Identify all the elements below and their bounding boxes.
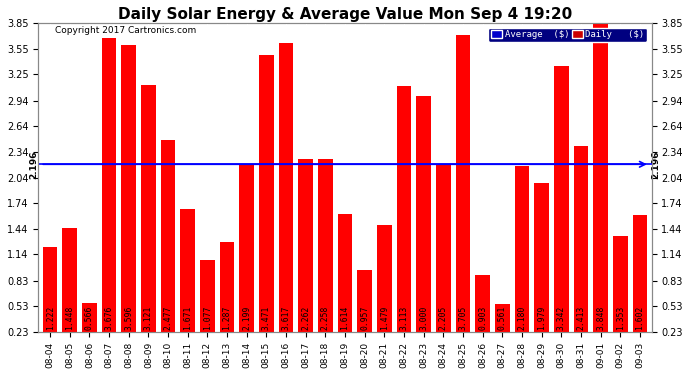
Bar xyxy=(161,140,175,332)
Bar xyxy=(200,260,215,332)
Bar xyxy=(397,86,411,332)
Bar xyxy=(62,228,77,332)
Bar xyxy=(377,225,392,332)
Text: 3.617: 3.617 xyxy=(282,306,290,330)
Text: 3.342: 3.342 xyxy=(557,306,566,330)
Bar xyxy=(436,164,451,332)
Text: Copyright 2017 Cartronics.com: Copyright 2017 Cartronics.com xyxy=(55,26,197,35)
Bar xyxy=(337,214,353,332)
Text: 1.479: 1.479 xyxy=(380,306,389,330)
Text: 2.413: 2.413 xyxy=(576,306,585,330)
Bar xyxy=(298,159,313,332)
Text: 1.222: 1.222 xyxy=(46,306,55,330)
Bar xyxy=(455,36,471,332)
Text: 1.671: 1.671 xyxy=(184,306,193,330)
Bar xyxy=(613,236,628,332)
Text: 2.180: 2.180 xyxy=(518,306,526,330)
Text: 3.471: 3.471 xyxy=(262,306,271,330)
Text: 1.448: 1.448 xyxy=(66,306,75,330)
Text: 3.000: 3.000 xyxy=(419,306,428,330)
Text: 1.353: 1.353 xyxy=(615,306,624,330)
Text: 3.113: 3.113 xyxy=(400,306,408,330)
Text: 0.903: 0.903 xyxy=(478,306,487,330)
Bar xyxy=(633,215,647,332)
Text: 2.477: 2.477 xyxy=(164,306,172,330)
Bar xyxy=(475,274,490,332)
Text: 1.602: 1.602 xyxy=(635,306,644,330)
Text: 2.205: 2.205 xyxy=(439,306,448,330)
Text: 0.561: 0.561 xyxy=(497,306,506,330)
Text: 2.196: 2.196 xyxy=(29,150,38,178)
Bar xyxy=(318,159,333,332)
Text: 3.121: 3.121 xyxy=(144,306,153,330)
Text: 0.957: 0.957 xyxy=(360,306,369,330)
Text: 1.287: 1.287 xyxy=(223,306,232,330)
Bar xyxy=(259,56,274,332)
Text: 3.848: 3.848 xyxy=(596,306,605,330)
Text: 3.676: 3.676 xyxy=(105,306,114,330)
Bar xyxy=(534,183,549,332)
Text: 1.979: 1.979 xyxy=(537,306,546,330)
Bar xyxy=(416,96,431,332)
Text: 2.262: 2.262 xyxy=(301,306,310,330)
Text: 2.196: 2.196 xyxy=(652,150,661,178)
Bar xyxy=(239,164,254,332)
Text: 1.077: 1.077 xyxy=(203,306,212,330)
Bar xyxy=(554,66,569,332)
Text: 3.705: 3.705 xyxy=(458,306,467,330)
Bar xyxy=(279,43,293,332)
Bar xyxy=(101,38,117,332)
Bar xyxy=(82,303,97,332)
Bar xyxy=(219,242,235,332)
Bar xyxy=(357,270,372,332)
Bar xyxy=(121,45,136,332)
Text: 2.258: 2.258 xyxy=(321,306,330,330)
Text: 1.614: 1.614 xyxy=(340,306,350,330)
Legend: Average  ($), Daily   ($): Average ($), Daily ($) xyxy=(489,28,647,42)
Bar xyxy=(43,248,57,332)
Bar xyxy=(141,86,156,332)
Bar xyxy=(180,209,195,332)
Title: Daily Solar Energy & Average Value Mon Sep 4 19:20: Daily Solar Energy & Average Value Mon S… xyxy=(118,7,572,22)
Bar xyxy=(573,146,589,332)
Bar xyxy=(495,304,510,332)
Text: 3.596: 3.596 xyxy=(124,306,133,330)
Text: 2.199: 2.199 xyxy=(242,306,251,330)
Text: 0.566: 0.566 xyxy=(85,306,94,330)
Bar xyxy=(593,23,608,332)
Bar xyxy=(515,166,529,332)
